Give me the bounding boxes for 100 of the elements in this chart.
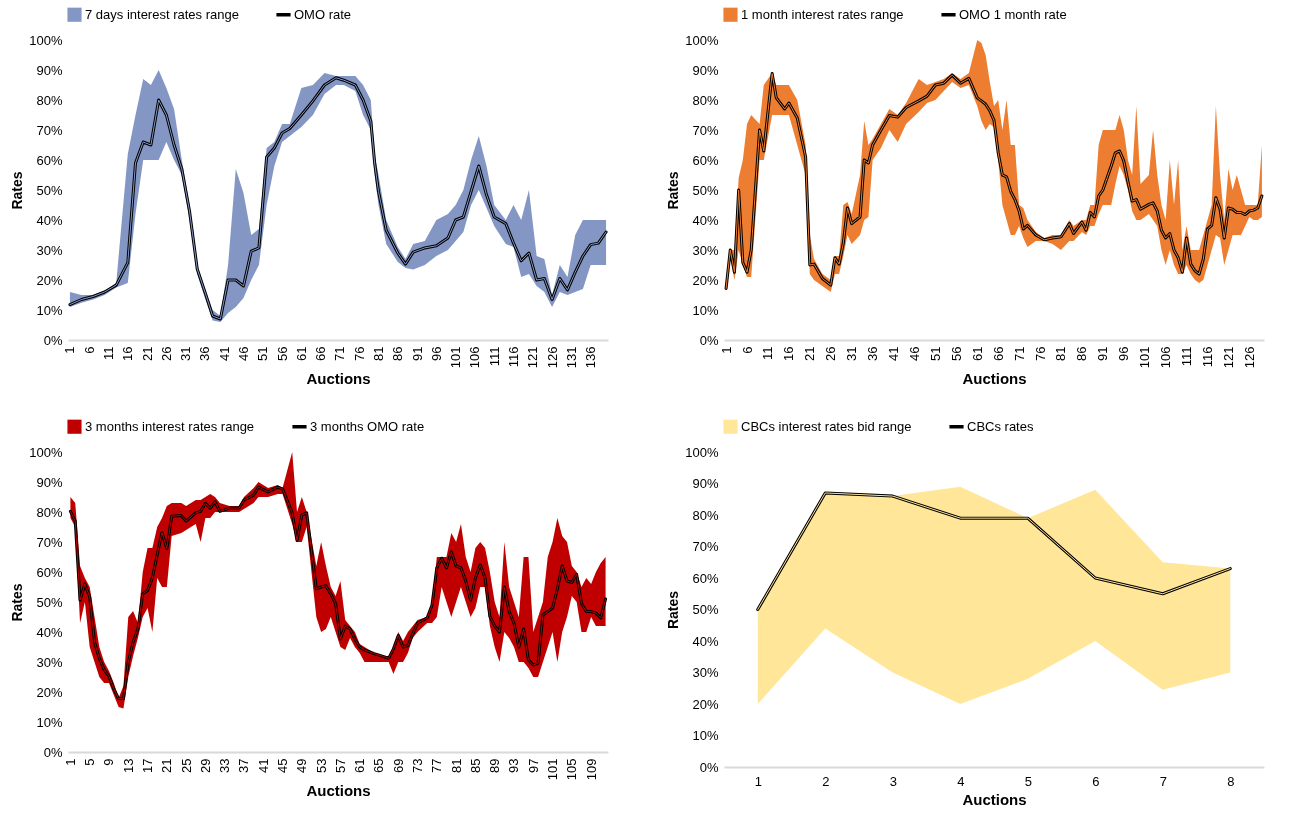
x-tick-label: 1 [718,346,734,354]
x-tick-label: 6 [739,346,755,354]
x-tick-label: 1 [754,773,762,789]
x-tick-label: 93 [506,758,522,773]
x-tick-label: 66 [313,346,329,361]
x-tick-label: 61 [293,346,309,361]
x-tick-label: 61 [969,346,985,361]
x-tick-label: 73 [410,758,426,773]
x-axis-title: Auctions [962,370,1027,388]
y-tick-label: 30% [36,242,63,258]
legend-label: 1 month interest rates range [741,6,904,22]
x-tick-label: 26 [158,346,174,361]
y-tick-label: 50% [36,182,63,198]
x-tick-label: 21 [139,346,155,361]
y-tick-label: 70% [36,534,63,550]
x-tick-label: 6 [1092,773,1100,789]
y-tick-label: 30% [36,654,63,670]
y-tick-label: 90% [36,62,63,78]
x-tick-label: 89 [487,758,503,773]
x-tick-label: 46 [906,346,922,361]
y-tick-label: 80% [692,92,719,108]
y-tick-label: 30% [692,242,719,258]
x-tick-label: 96 [428,346,444,361]
x-tick-label: 16 [781,346,797,361]
x-tick-label: 31 [178,346,194,361]
x-tick-label: 8 [1227,773,1235,789]
x-tick-label: 65 [371,758,387,773]
x-tick-label: 56 [948,346,964,361]
y-tick-label: 10% [36,714,63,730]
legend-label: 3 months interest rates range [85,418,255,434]
x-tick-label: 91 [409,346,425,361]
y-tick-label: 0% [43,744,63,760]
x-tick-label: 111 [1179,346,1195,367]
y-tick-label: 80% [36,92,63,108]
x-tick-label: 53 [313,758,329,773]
y-tick-label: 40% [36,212,63,228]
x-tick-label: 111 [486,346,502,367]
x-tick-label: 86 [390,346,406,361]
x-tick-label: 76 [351,346,367,361]
legend-label: 3 months OMO rate [310,418,425,434]
y-tick-label: 30% [692,665,719,680]
y-tick-label: 60% [692,570,719,586]
x-tick-label: 71 [1011,346,1027,361]
x-tick-label: 51 [255,346,271,361]
y-tick-label: 90% [692,476,719,491]
y-tick-label: 10% [692,728,719,743]
x-tick-label: 11 [101,346,116,360]
x-tick-label: 126 [1241,346,1257,369]
x-tick-label: 29 [197,758,213,773]
x-tick-label: 26 [823,346,839,361]
x-tick-label: 46 [236,346,251,361]
x-axis-title: Auctions [962,790,1027,808]
x-tick-label: 36 [197,346,213,361]
x-tick-label: 1 [62,758,78,766]
y-tick-label: 100% [685,32,719,48]
x-tick-label: 7 [1159,773,1167,789]
x-tick-label: 2 [822,773,830,789]
y-tick-label: 20% [692,272,719,288]
x-tick-label: 91 [1095,346,1111,361]
y-tick-label: 10% [692,302,719,318]
x-tick-label: 121 [1220,346,1236,369]
x-tick-label: 36 [865,346,881,361]
y-tick-label: 10% [36,302,63,318]
x-tick-label: 106 [467,346,483,369]
x-tick-label: 5 [1024,773,1032,789]
y-tick-label: 100% [685,444,719,460]
x-tick-label: 41 [255,758,271,773]
x-tick-label: 136 [583,346,599,369]
x-tick-label: 21 [802,346,818,361]
y-tick-label: 70% [692,539,719,554]
y-tick-label: 90% [36,474,63,490]
y-tick-label: 80% [36,504,63,520]
x-tick-label: 106 [1158,346,1174,369]
x-tick-label: 9 [101,758,117,766]
x-tick-label: 37 [236,758,252,773]
x-tick-label: 57 [332,758,348,773]
x-tick-label: 25 [178,758,194,773]
x-tick-label: 56 [274,346,290,361]
x-tick-label: 109 [583,758,599,781]
legend-label: CBCs rates [967,418,1034,434]
legend-label: CBCs interest rates bid range [741,418,912,434]
x-tick-label: 31 [844,346,860,361]
x-tick-label: 11 [760,346,776,360]
y-axis-title: Rates [9,171,26,210]
x-tick-label: 81 [371,346,386,361]
x-tick-label: 6 [81,346,97,354]
x-tick-label: 41 [216,346,232,361]
x-tick-label: 76 [1032,346,1048,361]
y-tick-label: 60% [692,152,719,168]
x-tick-label: 131 [563,346,579,369]
y-axis-title: Rates [665,171,682,210]
y-tick-label: 0% [699,759,719,775]
x-tick-label: 66 [990,346,1006,361]
y-tick-label: 0% [699,332,719,348]
y-tick-label: 40% [692,633,719,649]
y-tick-label: 80% [692,507,719,523]
y-axis-title: Rates [9,583,26,622]
y-tick-label: 50% [692,602,719,617]
legend-label: OMO rate [294,6,352,22]
x-tick-label: 85 [467,758,483,773]
